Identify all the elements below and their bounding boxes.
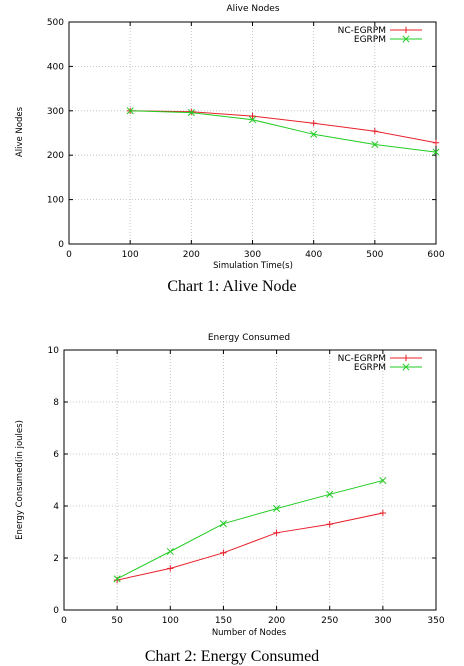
data-point-d2 bbox=[310, 130, 318, 138]
x-tick-label: 0 bbox=[61, 616, 67, 626]
plot-frame bbox=[63, 349, 437, 611]
x-tick-label: 600 bbox=[427, 250, 444, 260]
data-point bbox=[167, 565, 174, 572]
data-point-d2 bbox=[219, 520, 227, 528]
series-line bbox=[130, 110, 437, 144]
x-tick-label: 300 bbox=[374, 616, 391, 626]
data-point bbox=[326, 521, 333, 528]
data-point bbox=[379, 476, 387, 485]
y-tick-label: 2 bbox=[53, 554, 59, 564]
x-tick-label: 250 bbox=[321, 616, 338, 626]
y-axis-label: Energy Consumed(in joules) bbox=[15, 420, 25, 540]
data-point bbox=[273, 529, 280, 536]
y-axis-label: Alive Nodes bbox=[15, 106, 25, 157]
chart-title: Alive Nodes bbox=[226, 4, 279, 14]
data-point-d2 bbox=[248, 116, 257, 124]
data-point bbox=[126, 107, 134, 115]
data-point bbox=[310, 120, 317, 127]
legend-entry: NC-EGRPM bbox=[338, 354, 422, 364]
data-point bbox=[371, 140, 379, 149]
data-point bbox=[249, 112, 256, 120]
data-point-d2 bbox=[379, 476, 387, 485]
data-point-d2 bbox=[273, 505, 281, 513]
data-point bbox=[219, 520, 227, 528]
data-point bbox=[248, 116, 257, 124]
chart-caption: Chart 2: Energy Consumed bbox=[145, 648, 319, 665]
legend-label: EGRPM bbox=[354, 363, 386, 373]
data-point-d2 bbox=[113, 575, 121, 583]
legend-marker bbox=[402, 35, 410, 43]
y-tick-label: 0 bbox=[58, 240, 64, 250]
x-tick-label: 50 bbox=[111, 616, 123, 626]
legend-marker-d2 bbox=[402, 363, 410, 371]
chart-title: Energy Consumed bbox=[208, 333, 290, 343]
y-tick-label: 6 bbox=[53, 450, 59, 460]
data-point bbox=[432, 139, 440, 146]
energy-consumed-chart: Energy Consumed Number of Nodes Energy C… bbox=[15, 333, 445, 665]
series-nc-egrpm bbox=[113, 509, 387, 584]
legend-marker bbox=[402, 26, 410, 34]
data-point bbox=[113, 575, 121, 583]
legend-entry: EGRPM bbox=[354, 363, 422, 373]
data-point bbox=[326, 490, 334, 498]
series-egrpm bbox=[113, 476, 387, 583]
data-point bbox=[273, 505, 281, 513]
series-line bbox=[116, 480, 384, 580]
x-axis-label: Simulation Time(s) bbox=[213, 261, 293, 271]
data-point-d2 bbox=[126, 107, 134, 115]
alive-nodes-chart: Alive Nodes Simulation Time(s) Alive Nod… bbox=[15, 4, 445, 295]
data-point-d2 bbox=[371, 140, 379, 149]
data-point-d2 bbox=[187, 109, 195, 117]
grid bbox=[69, 22, 436, 244]
data-point bbox=[187, 109, 195, 117]
data-point bbox=[188, 108, 195, 115]
chart-caption: Chart 1: Alive Node bbox=[167, 278, 296, 295]
data-point-d2 bbox=[432, 148, 440, 156]
x-tick-label: 200 bbox=[268, 616, 285, 626]
x-tick-label: 100 bbox=[122, 250, 139, 260]
data-point bbox=[371, 128, 379, 135]
data-point-d2 bbox=[166, 547, 174, 556]
x-tick-label: 500 bbox=[366, 250, 383, 260]
y-tick-label: 300 bbox=[47, 107, 64, 117]
x-tick-label: 150 bbox=[215, 616, 232, 626]
y-tick-label: 500 bbox=[47, 18, 64, 28]
legend-label: EGRPM bbox=[354, 35, 386, 45]
x-tick-label: 300 bbox=[244, 250, 261, 260]
data-point bbox=[310, 130, 318, 138]
x-tick-label: 350 bbox=[427, 616, 444, 626]
legend-entry: NC-EGRPM bbox=[338, 26, 422, 36]
y-tick-label: 4 bbox=[53, 502, 59, 512]
data-point bbox=[113, 576, 121, 584]
y-tick-label: 400 bbox=[47, 62, 64, 72]
data-point bbox=[220, 549, 227, 556]
series-line bbox=[130, 110, 437, 153]
data-point-d2 bbox=[326, 490, 334, 498]
series-line bbox=[116, 512, 384, 581]
grid bbox=[64, 350, 436, 610]
y-tick-label: 8 bbox=[53, 398, 59, 408]
y-tick-label: 100 bbox=[47, 196, 64, 206]
x-axis-label: Number of Nodes bbox=[212, 628, 287, 638]
x-tick-label: 100 bbox=[162, 616, 179, 626]
x-tick-label: 400 bbox=[305, 250, 322, 260]
y-tick-label: 200 bbox=[47, 151, 64, 161]
data-point bbox=[379, 509, 387, 517]
legend-label: NC-EGRPM bbox=[338, 354, 386, 364]
y-tick-label: 0 bbox=[53, 606, 59, 616]
legend-entry: EGRPM bbox=[354, 35, 422, 45]
x-tick-label: 0 bbox=[66, 250, 72, 260]
legend-marker bbox=[402, 363, 410, 371]
data-point bbox=[432, 148, 440, 156]
y-tick-label: 10 bbox=[48, 346, 60, 356]
legend-marker bbox=[402, 354, 410, 362]
legend-label: NC-EGRPM bbox=[338, 26, 386, 36]
series-egrpm bbox=[126, 107, 440, 156]
x-tick-label: 200 bbox=[183, 250, 200, 260]
legend-marker-d2 bbox=[402, 35, 410, 43]
data-point bbox=[166, 547, 174, 556]
